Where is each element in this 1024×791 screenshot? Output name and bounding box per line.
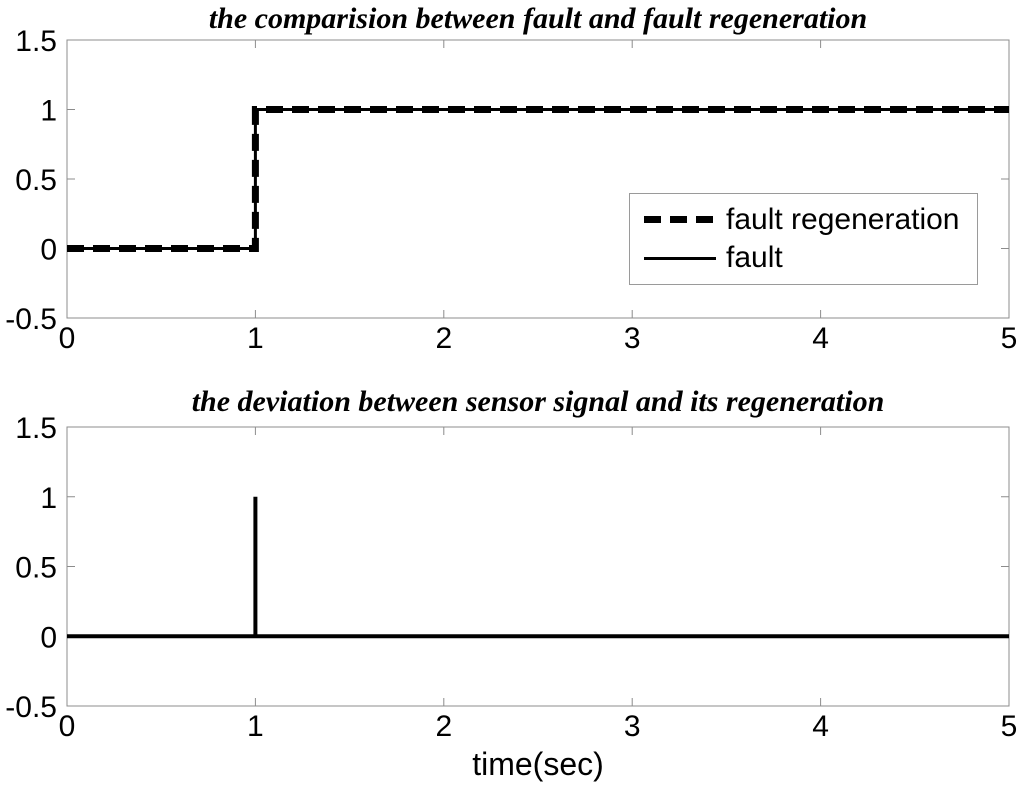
x-tick-label: 1 [247,322,264,355]
y-tick-label: -0.5 [5,691,57,724]
x-tick-label: 3 [624,710,641,743]
legend-entry-fault: fault [644,241,967,275]
x-tick-label: 5 [1001,322,1018,355]
top-plot-title: the comparision between fault and fault … [208,2,868,35]
subplot-1: 0 1 2 3 4 5-0.500.511.5 [5,412,1017,743]
x-tick-label: 0 [59,710,76,743]
y-tick-label: 1 [40,95,57,128]
legend-label: fault [726,241,783,275]
series-fault [67,108,1009,250]
x-tick-label: 2 [435,322,452,355]
y-tick-label: 0.5 [15,164,57,197]
x-tick-label: 5 [1001,710,1018,743]
legend-entry-fault-regeneration: fault regeneration [644,203,967,237]
subplot-0: 0 1 2 3 4 5-0.500.511.5 [5,25,1017,355]
y-tick-label: -0.5 [5,303,57,336]
solid-line-sample-icon [644,256,716,260]
y-tick-label: 0 [40,621,57,654]
x-tick-label: 4 [812,322,829,355]
x-tick-label: 4 [812,710,829,743]
x-tick-label: 3 [624,322,641,355]
axes-box [66,426,1010,707]
series-deviation [67,496,1009,639]
x-tick-label: 2 [435,710,452,743]
x-tick-label: 0 [59,322,76,355]
y-tick-label: 1.5 [15,412,57,445]
y-tick-label: 0.5 [15,552,57,585]
bottom-plot-title: the deviation between sensor signal and … [191,385,885,418]
legend: fault regeneration fault [629,193,978,285]
x-tick-label: 1 [247,710,264,743]
dashed-line-sample-icon [644,216,716,224]
y-tick-label: 1 [40,482,57,515]
legend-label: fault regeneration [726,202,960,236]
y-tick-label: 0 [40,234,57,267]
y-tick-label: 1.5 [15,25,57,58]
x-axis-label: time(sec) [472,746,604,782]
